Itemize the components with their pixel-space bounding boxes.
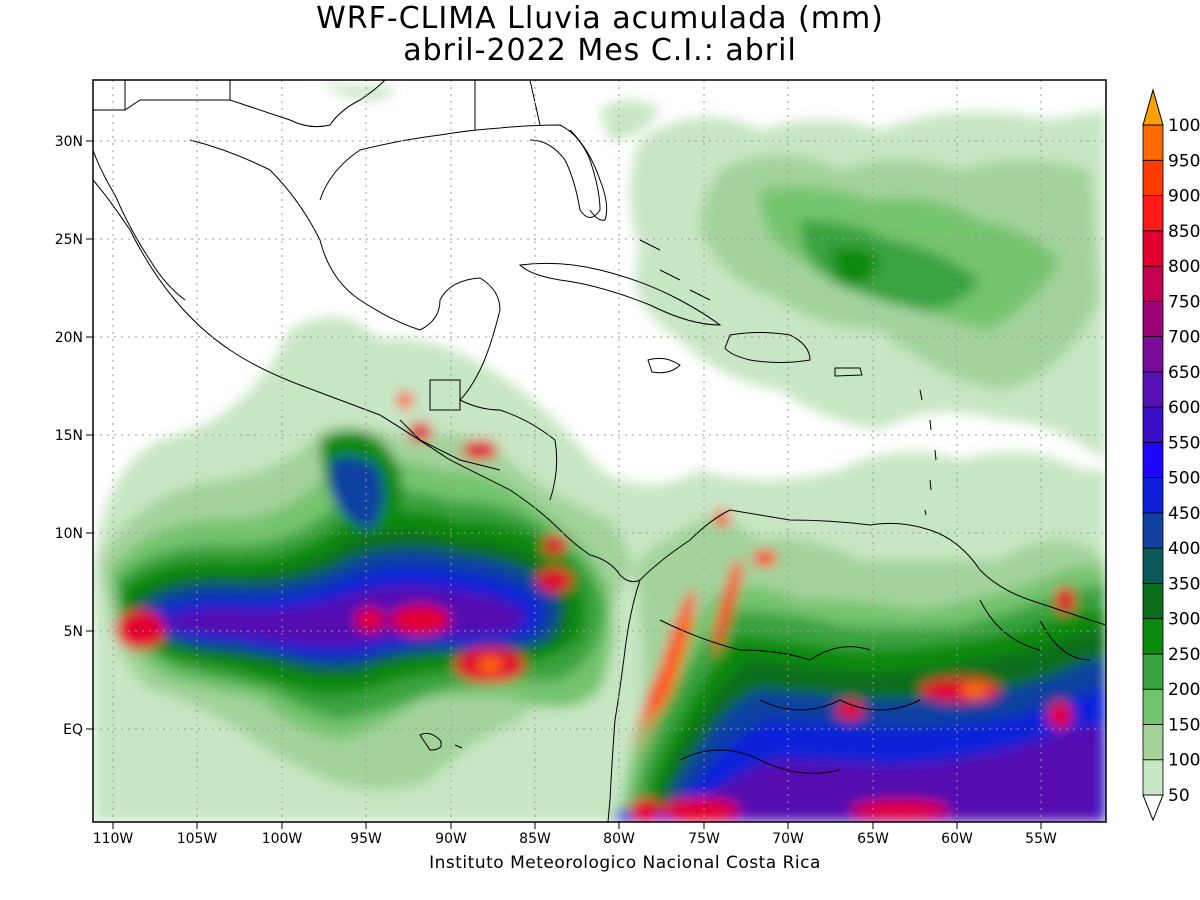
colorbar-label: 450 <box>1168 504 1200 524</box>
colorbar-label: 650 <box>1168 363 1200 383</box>
lat-label: 5N <box>64 624 83 640</box>
lat-label: EQ <box>63 722 83 738</box>
colorbar-label: 750 <box>1168 292 1200 312</box>
lat-label: 15N <box>55 428 83 444</box>
colorbar-label: 200 <box>1168 680 1200 700</box>
colorbar-swatch <box>1142 336 1164 373</box>
colorbar-label: 850 <box>1168 222 1200 242</box>
colorbar-label: 300 <box>1168 610 1200 630</box>
colorbar-label: 350 <box>1168 574 1200 594</box>
colorbar-label: 600 <box>1168 398 1200 418</box>
lat-label: 10N <box>55 526 83 542</box>
colorbar-swatch <box>1142 195 1164 232</box>
lon-label: 70W <box>772 831 804 847</box>
lon-label: 80W <box>603 831 635 847</box>
colorbar-swatch <box>1142 159 1164 196</box>
colorbar-over-arrow <box>1142 88 1164 126</box>
lat-label: 30N <box>55 134 83 150</box>
lat-label: 25N <box>55 232 83 248</box>
lon-label: 55W <box>1025 831 1057 847</box>
colorbar-label: 550 <box>1168 433 1200 453</box>
colorbar-label: 250 <box>1168 645 1200 665</box>
colorbar-swatch <box>1142 124 1164 161</box>
lon-label: 95W <box>350 831 382 847</box>
colorbar-label: 50 <box>1168 786 1190 806</box>
colorbar-swatch <box>1142 371 1164 408</box>
lon-label: 100W <box>262 831 303 847</box>
colorbar-swatch <box>1142 653 1164 690</box>
colorbar-swatch <box>1142 724 1164 761</box>
colorbar-swatch <box>1142 759 1164 796</box>
colorbar-label: 500 <box>1168 469 1200 489</box>
colorbar-swatch <box>1142 230 1164 267</box>
colorbar-label: 800 <box>1168 257 1200 277</box>
lat-label: 20N <box>55 330 83 346</box>
colorbar-label: 900 <box>1168 187 1200 207</box>
precipitation-field <box>93 80 1106 822</box>
map-subtitle: abril-2022 Mes C.I.: abril <box>403 33 797 68</box>
map-title: WRF-CLIMA Lluvia acumulada (mm) <box>316 1 884 36</box>
colorbar-label: 100 <box>1168 116 1200 136</box>
lon-label: 105W <box>177 831 218 847</box>
colorbar-swatch <box>1142 547 1164 584</box>
graticule <box>93 80 1106 822</box>
colorbar-swatch <box>1142 688 1164 725</box>
colorbar: 50 100 150 200 250 300 350 400 450 500 550 600 650 70… <box>1142 88 1200 822</box>
colorbar-swatch <box>1142 406 1164 443</box>
colorbar-label: 950 <box>1168 151 1200 171</box>
lon-label: 65W <box>857 831 889 847</box>
colorbar-label: 150 <box>1168 715 1200 735</box>
colorbar-label: 400 <box>1168 539 1200 559</box>
colorbar-swatch <box>1142 477 1164 514</box>
lon-label: 90W <box>435 831 467 847</box>
lon-label: 110W <box>93 831 134 847</box>
lon-label: 75W <box>688 831 720 847</box>
colorbar-swatch <box>1142 265 1164 302</box>
colorbar-swatch <box>1142 512 1164 549</box>
colorbar-swatch <box>1142 300 1164 337</box>
colorbar-under-arrow <box>1142 794 1164 822</box>
lon-label: 85W <box>519 831 551 847</box>
credit-text: Instituto Meteorologico Nacional Costa R… <box>429 853 821 873</box>
colorbar-swatch <box>1142 618 1164 655</box>
lon-label: 60W <box>941 831 973 847</box>
colorbar-label: 700 <box>1168 328 1200 348</box>
colorbar-swatch <box>1142 583 1164 620</box>
coastlines <box>93 80 1106 822</box>
map-frame <box>92 79 1107 823</box>
colorbar-label: 100 <box>1168 751 1200 771</box>
colorbar-swatch <box>1142 441 1164 479</box>
